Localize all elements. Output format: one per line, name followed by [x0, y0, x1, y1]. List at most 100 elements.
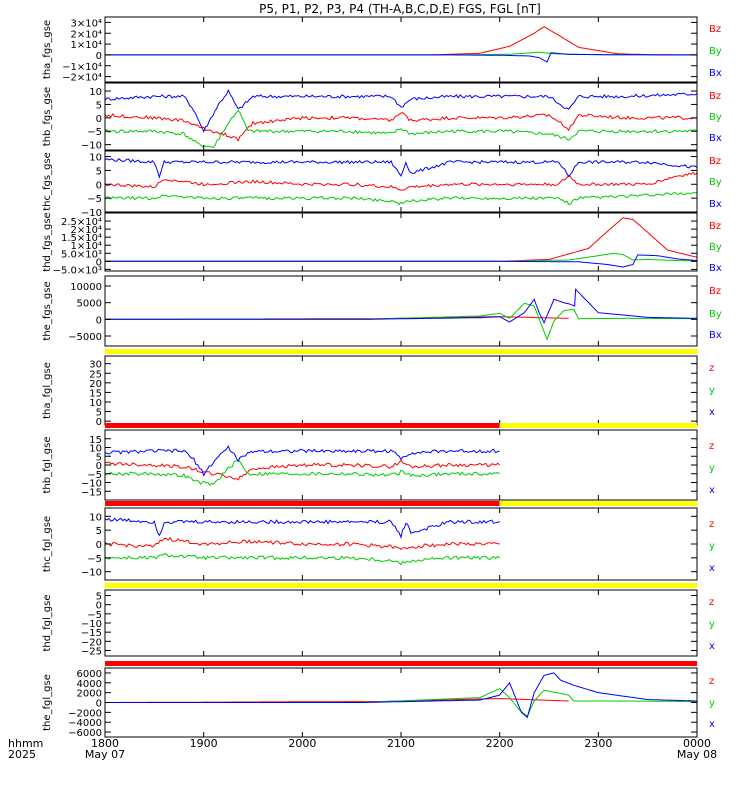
legend-By: By [709, 309, 722, 320]
series-x-thb_fgl_gse [105, 444, 500, 477]
xtick-date-label: May 07 [85, 748, 125, 761]
ytick-label: −5 [87, 194, 102, 205]
legend-Bx: Bx [709, 263, 722, 274]
ytick-label: −5.0×10³ [53, 265, 102, 276]
panel-frame [104, 16, 698, 83]
panel-thc_fgs_gse: 10 5 0 −5 −10 thc_fgs_gse Bz By Bx [42, 150, 722, 219]
ytick-label: 5 [96, 166, 102, 177]
legend-y: y [709, 385, 715, 396]
legend-Bz: Bz [709, 286, 721, 297]
series-Bx-tha_fgs_gse [105, 52, 697, 63]
legend-Bz: Bz [709, 221, 721, 232]
year-label: 2025 [8, 748, 36, 761]
panel-ylabel: the_fgl_gse [42, 674, 53, 731]
legend-y: y [709, 541, 715, 552]
ytick-label: −5000 [68, 332, 102, 343]
panel-ylabel: thb_fgl_gse [42, 437, 53, 494]
xtick-label: 2200 [486, 737, 514, 750]
series-Bx-the_fgs_gse [105, 288, 697, 324]
panel-ylabel: thc_fgl_gse [42, 516, 53, 572]
ytick-label: −15 [81, 628, 102, 639]
ytick-label: 0 [96, 699, 102, 710]
ytick-label: 2×10⁴ [71, 225, 102, 236]
xtick-label: 1900 [190, 737, 218, 750]
ytick-label: −10 [81, 208, 102, 219]
xtick-label: 2000 [288, 737, 316, 750]
panel-thd_fgs_gse: 2.5×10⁴2×10⁴1.5×10⁴1×10⁴5.0×10³0−5.0×10³… [42, 212, 722, 276]
ytick-label: −2×10⁴ [62, 73, 102, 84]
series-Bx-thb_fgs_gse [105, 88, 697, 134]
ytick-label: 2.5×10⁴ [61, 217, 102, 228]
legend-x: x [709, 641, 715, 652]
legend-Bz: Bz [709, 91, 721, 102]
ytick-label: −25 [81, 647, 102, 658]
series-Bx-thd_fgs_gse [105, 254, 697, 268]
ytick-label: 1×10⁴ [71, 40, 102, 51]
series-By-thb_fgs_gse [105, 109, 697, 149]
ytick-label: 20 [89, 379, 102, 390]
ytick-label: −15 [81, 487, 102, 498]
series-z-the_fgl_gse [105, 698, 569, 703]
ytick-label: −4000 [68, 718, 102, 729]
ytick-label: −5 [87, 127, 102, 138]
legend-Bz: Bz [709, 156, 721, 167]
ytick-label: 15 [89, 388, 102, 399]
panel-ylabel: thd_fgl_gse [42, 595, 53, 652]
flag-bar [105, 661, 697, 666]
ytick-label: 2×10⁴ [71, 29, 102, 40]
ytick-label: −5 [87, 554, 102, 565]
flag-bar [499, 501, 697, 506]
ytick-label: 30 [89, 360, 102, 371]
series-z-thc_fgl_gse [105, 536, 500, 551]
ytick-label: 0 [96, 601, 102, 612]
legend-x: x [709, 407, 715, 418]
xtick-label: 1800 [91, 737, 119, 750]
panel-frame [104, 212, 698, 272]
flag-bar [105, 349, 697, 354]
legend-y: y [709, 698, 715, 709]
xtick-date-label: May 08 [677, 748, 717, 761]
ytick-label: −10 [81, 479, 102, 490]
ytick-label: −20 [81, 637, 102, 648]
ytick-label: 0 [96, 180, 102, 191]
panel-thb_fgs_gse: 10 5 0 −5 −10 thb_fgs_gse Bz By Bx [42, 82, 722, 152]
ytick-label: 1×10⁴ [71, 241, 102, 252]
series-Bz-thc_fgs_gse [105, 171, 697, 191]
panel-the_fgs_gse: 10000 5000 0 −5000 the_fgs_gse Bz By Bx [42, 275, 722, 347]
ytick-label: −5 [87, 610, 102, 621]
panel-ylabel: tha_fgl_gse [42, 362, 53, 419]
ytick-label: 0 [96, 257, 102, 268]
series-y-thc_fgl_gse [105, 553, 500, 566]
ytick-label: −2000 [68, 708, 102, 719]
ytick-label: 15 [89, 435, 102, 446]
ytick-label: 5 [96, 100, 102, 111]
panel-frame [104, 429, 698, 501]
ytick-label: −5 [87, 470, 102, 481]
panel-ylabel: the_fgs_gse [42, 281, 53, 340]
series-By-thd_fgs_gse [105, 252, 697, 262]
series-Bx-thc_fgs_gse [105, 157, 697, 179]
panel-ylabel: thb_fgs_gse [42, 87, 53, 146]
ytick-label: 0 [96, 417, 102, 428]
legend-z: z [709, 441, 714, 452]
legend-By: By [709, 112, 722, 123]
panel-frame [104, 82, 698, 151]
plot-title: P5, P1, P2, P3, P4 (TH-A,B,C,D,E) FGS, F… [259, 2, 541, 16]
legend-Bx: Bx [709, 133, 722, 144]
legend-By: By [709, 177, 722, 188]
ytick-label: 10 [89, 87, 102, 98]
ytick-label: 0 [96, 461, 102, 472]
ytick-label: 4000 [77, 679, 102, 690]
panel-ylabel: tha_fgs_gse [42, 20, 53, 79]
legend-z: z [709, 363, 714, 374]
legend-By: By [709, 46, 722, 57]
ytick-label: −1×10⁴ [62, 62, 102, 73]
legend-z: z [709, 519, 714, 530]
ytick-label: 10 [89, 512, 102, 523]
